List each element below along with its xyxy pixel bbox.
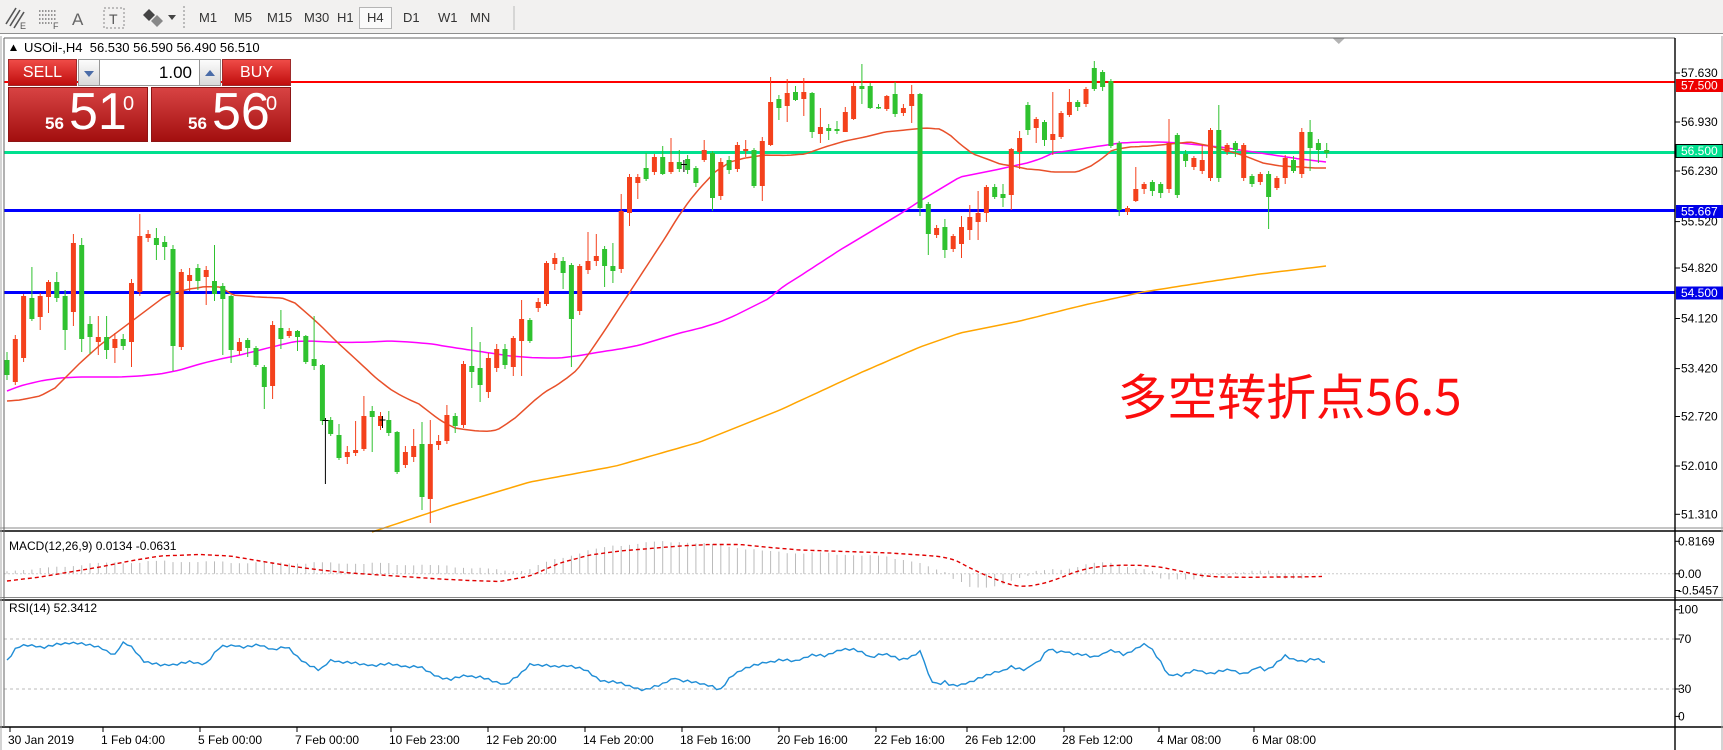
svg-text:0.00: 0.00 (1678, 567, 1702, 581)
svg-text:70: 70 (1678, 632, 1692, 646)
svg-text:56.230: 56.230 (1681, 164, 1718, 178)
svg-text:56.930: 56.930 (1681, 115, 1718, 129)
svg-text:55.520: 55.520 (1681, 215, 1718, 229)
svg-text:RSI(14) 52.3412: RSI(14) 52.3412 (9, 601, 97, 615)
svg-text:6 Mar 08:00: 6 Mar 08:00 (1252, 733, 1316, 747)
svg-text:T: T (109, 11, 118, 27)
svg-text:100: 100 (1678, 603, 1698, 617)
svg-text:4 Mar 08:00: 4 Mar 08:00 (1157, 733, 1221, 747)
svg-text:MACD(12,26,9) 0.0134 -0.0631: MACD(12,26,9) 0.0134 -0.0631 (9, 539, 177, 553)
svg-text:0: 0 (1678, 709, 1685, 723)
svg-text:22 Feb 16:00: 22 Feb 16:00 (874, 733, 945, 747)
svg-text:5 Feb 00:00: 5 Feb 00:00 (198, 733, 262, 747)
svg-text:1 Feb 04:00: 1 Feb 04:00 (101, 733, 165, 747)
svg-text:52.720: 52.720 (1681, 410, 1718, 424)
svg-text:51.310: 51.310 (1681, 507, 1718, 521)
svg-text:28 Feb 12:00: 28 Feb 12:00 (1062, 733, 1133, 747)
svg-text:54.500: 54.500 (1681, 286, 1718, 300)
svg-text:7 Feb 00:00: 7 Feb 00:00 (295, 733, 359, 747)
svg-text:54.820: 54.820 (1681, 261, 1718, 275)
svg-text:20 Feb 16:00: 20 Feb 16:00 (777, 733, 848, 747)
svg-text:18 Feb 16:00: 18 Feb 16:00 (680, 733, 751, 747)
svg-text:53.420: 53.420 (1681, 362, 1718, 376)
svg-text:A: A (72, 10, 84, 29)
svg-text:10 Feb 23:00: 10 Feb 23:00 (389, 733, 460, 747)
svg-text:-0.5457: -0.5457 (1678, 584, 1719, 598)
svg-text:F: F (53, 21, 59, 31)
svg-text:57.500: 57.500 (1681, 79, 1718, 93)
svg-text:12 Feb 20:00: 12 Feb 20:00 (486, 733, 557, 747)
svg-text:52.010: 52.010 (1681, 459, 1718, 473)
svg-text:USOil-,H4 56.530 56.590 56.49: USOil-,H4 56.530 56.590 56.490 56.510 (24, 40, 260, 55)
svg-text:14 Feb 20:00: 14 Feb 20:00 (583, 733, 654, 747)
svg-text:30: 30 (1678, 682, 1692, 696)
svg-text:54.120: 54.120 (1681, 312, 1718, 326)
svg-text:E: E (20, 21, 26, 31)
svg-text:56.500: 56.500 (1681, 144, 1718, 158)
svg-text:55.667: 55.667 (1681, 205, 1718, 219)
svg-text:26 Feb 12:00: 26 Feb 12:00 (965, 733, 1036, 747)
svg-text:0.8169: 0.8169 (1678, 534, 1715, 548)
svg-text:57.630: 57.630 (1681, 66, 1718, 80)
svg-text:30 Jan 2019: 30 Jan 2019 (8, 733, 74, 747)
